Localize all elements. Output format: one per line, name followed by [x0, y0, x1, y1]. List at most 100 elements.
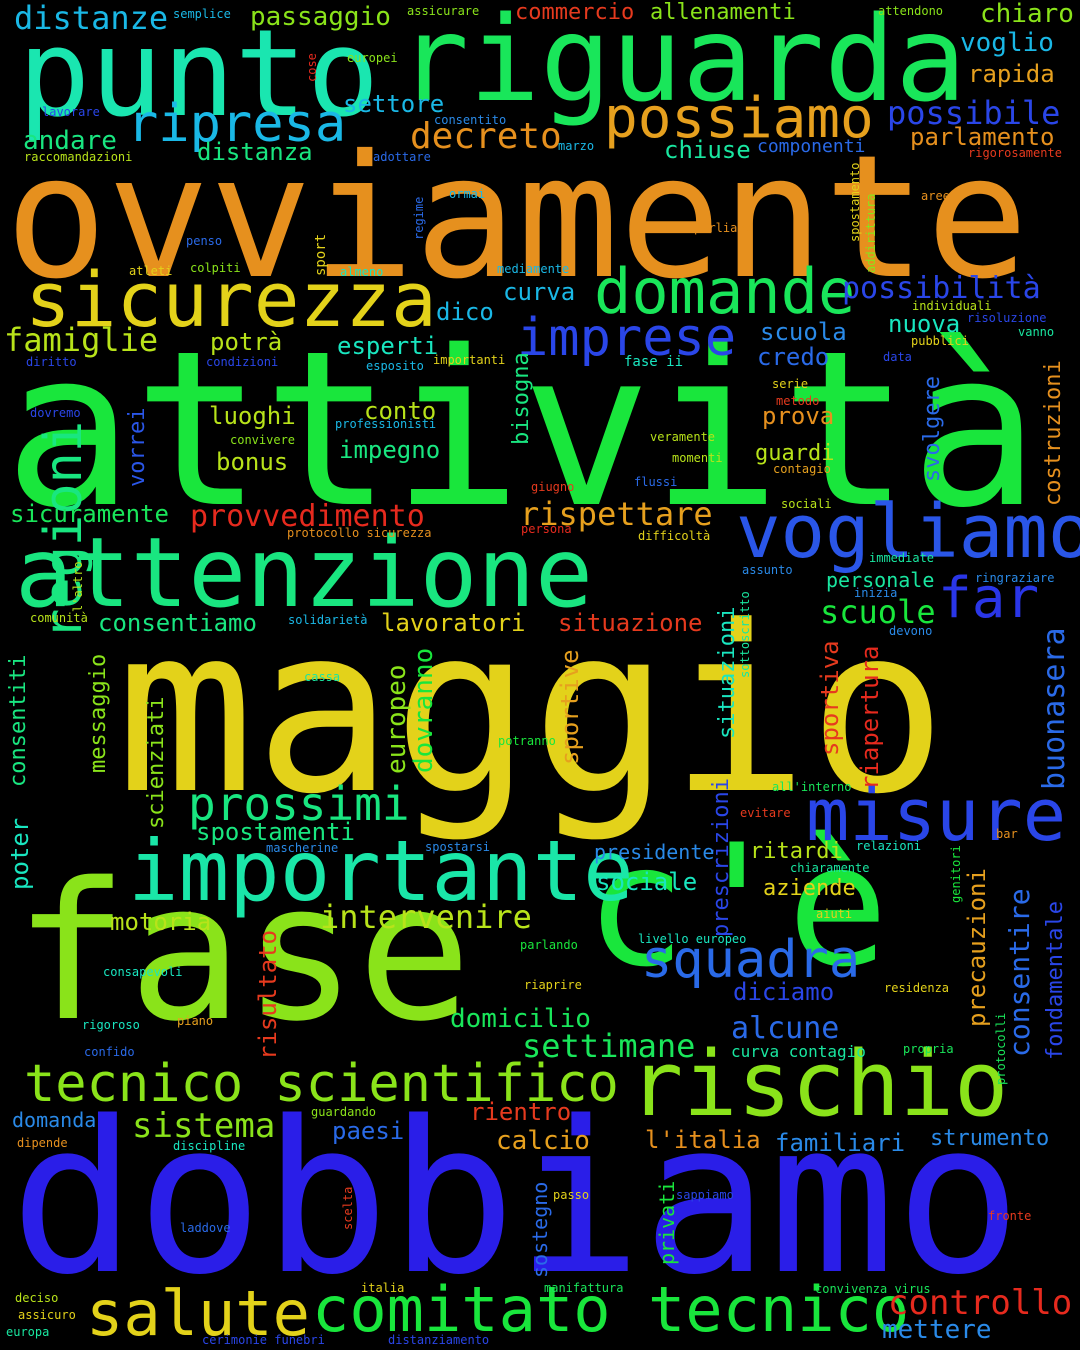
word: risoluzione — [967, 311, 1047, 325]
word: scelta — [341, 1186, 355, 1230]
word: semplice — [173, 7, 231, 21]
word: poter — [6, 817, 34, 890]
word: flussi — [634, 475, 678, 489]
word: riapertura — [856, 645, 884, 791]
word: lavorare — [42, 105, 100, 119]
word: privati — [655, 1180, 679, 1265]
word: mettere — [882, 1315, 992, 1345]
word: individuali — [912, 299, 992, 313]
word: laddove — [180, 1221, 231, 1235]
word: presidente — [594, 840, 715, 864]
word: squadra — [641, 930, 861, 990]
word: distanze — [14, 0, 169, 37]
word: rapida — [968, 60, 1055, 88]
word: motoria — [110, 908, 212, 936]
word: europei — [347, 51, 398, 65]
word: spostarsi — [425, 840, 491, 854]
word: comitato tecnico — [312, 1273, 910, 1346]
word: almeno — [340, 265, 384, 279]
word: sport — [313, 233, 329, 276]
word: diritto — [26, 355, 77, 369]
word: sportive — [556, 649, 584, 765]
word: misure — [806, 773, 1067, 857]
word: nuova — [888, 310, 961, 338]
word: impegno — [339, 436, 441, 464]
word: domanda — [12, 1108, 97, 1132]
word: consentire — [1003, 888, 1036, 1057]
word: all'interno — [772, 780, 852, 794]
word: inizia — [854, 586, 898, 600]
word: condizioni — [206, 355, 279, 369]
word: curva contagio — [731, 1042, 866, 1061]
word: spostamenti — [196, 818, 355, 846]
word: fondamentale — [1043, 901, 1068, 1060]
word: buonasera — [1037, 627, 1072, 790]
word: svolgere — [920, 376, 945, 482]
word: potrà — [210, 328, 283, 356]
word: dico — [436, 298, 494, 326]
word: attendono — [878, 4, 944, 18]
word: componenti — [757, 136, 866, 157]
word: rigoroso — [82, 1018, 140, 1032]
word: ripresa — [127, 94, 347, 154]
word: cassa — [304, 670, 341, 684]
word: colpiti — [190, 261, 241, 275]
word: rientro — [470, 1098, 572, 1126]
word: potranno — [498, 734, 556, 748]
word: settore — [343, 90, 445, 118]
word: voglio — [960, 28, 1054, 58]
word: fase ii — [624, 354, 684, 370]
word: ritardi — [750, 839, 843, 864]
word: rispettare — [520, 495, 713, 533]
word: attenzione — [15, 517, 593, 629]
word: sottoscritto — [738, 591, 752, 678]
word: intervenire — [320, 898, 532, 936]
word: passo — [553, 1188, 590, 1202]
word: attività — [4, 304, 1040, 555]
word: fase — [14, 842, 472, 1063]
word: regime — [412, 196, 426, 240]
word: guardi — [755, 441, 835, 466]
word: serie — [772, 377, 809, 391]
word: cose — [305, 53, 319, 82]
word: distanza — [197, 138, 313, 166]
word: decreto — [410, 116, 562, 157]
word: allenamenti — [650, 0, 796, 25]
word: bonus — [216, 448, 289, 476]
word: dobbiamo — [10, 1076, 1022, 1321]
word: marzo — [558, 139, 595, 153]
word: riaprire — [524, 978, 582, 992]
word: costruzioni — [1041, 360, 1066, 506]
word: genitori — [949, 845, 963, 903]
word: l'altro — [71, 561, 85, 612]
word: mascherine — [266, 841, 339, 855]
word: prossimi — [188, 777, 410, 831]
word: ormai — [449, 187, 486, 201]
word: aziende — [763, 876, 856, 901]
word: consentito — [434, 113, 507, 127]
word: prova — [762, 402, 835, 430]
word: far — [938, 566, 1040, 631]
word: guardando — [311, 1105, 377, 1119]
word: sicurezza — [25, 255, 437, 344]
word: spostamento — [848, 162, 862, 242]
word: persona — [521, 522, 572, 536]
word: salute — [86, 1277, 310, 1350]
word: giugno — [531, 480, 575, 494]
word: scienziati — [144, 696, 169, 829]
word: situazioni — [715, 606, 740, 739]
word: protocolli — [994, 1012, 1008, 1085]
word: metodo — [776, 394, 820, 408]
word: sportiva — [816, 640, 844, 756]
word: conto — [364, 397, 437, 425]
word: strumento — [930, 1126, 1050, 1151]
word: comunità — [30, 611, 88, 625]
word: risultato — [254, 929, 282, 1060]
word: parlando — [520, 938, 578, 952]
word: calcio — [496, 1126, 590, 1156]
word: possibilità — [842, 271, 1041, 306]
word: bisogna — [509, 352, 534, 445]
word: importanti — [433, 353, 506, 367]
word: consentiamo — [98, 609, 257, 637]
